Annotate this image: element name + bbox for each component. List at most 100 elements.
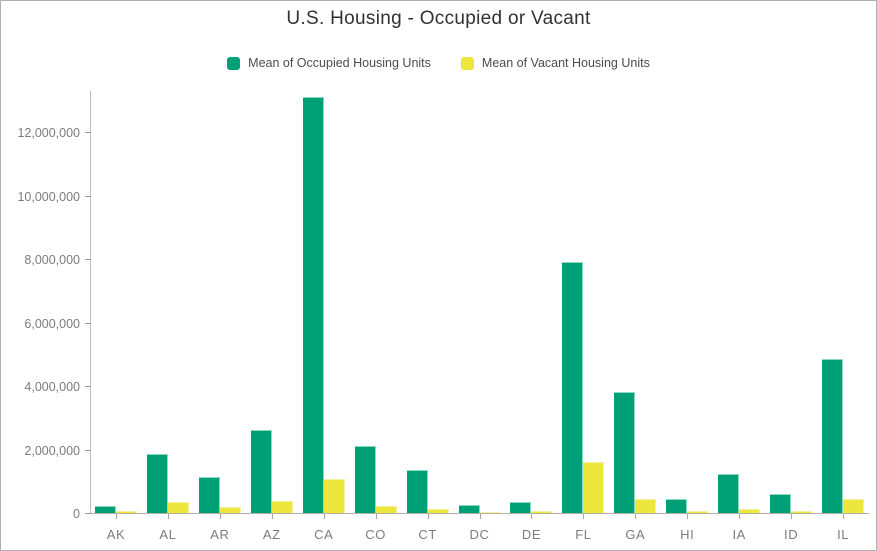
bar-occupied-il[interactable] (822, 359, 844, 513)
bar-group-ct (402, 91, 454, 519)
bar-group-az (246, 91, 298, 519)
bar-occupied-ca[interactable] (302, 97, 324, 513)
y-axis-tick (85, 386, 91, 387)
y-axis-tick-label: 8,000,000 (24, 253, 80, 267)
bar-vacant-de[interactable] (531, 511, 553, 513)
bar-vacant-ak[interactable] (115, 511, 137, 513)
bar-occupied-ar[interactable] (198, 477, 220, 513)
bar-group-ga (609, 91, 661, 519)
bar-group-ca (298, 91, 350, 519)
x-axis-tick (583, 514, 585, 519)
bar-occupied-dc[interactable] (458, 505, 480, 513)
bar-occupied-ia[interactable] (718, 474, 740, 513)
bar-vacant-fl[interactable] (583, 462, 605, 513)
x-axis-label-ak: AK (106, 527, 126, 542)
bar-vacant-id[interactable] (791, 511, 813, 513)
x-axis-label-ga: GA (625, 527, 646, 542)
bar-group-de (506, 91, 558, 519)
bar-occupied-ga[interactable] (614, 392, 636, 513)
plot-area (90, 91, 869, 519)
bar-group-il (817, 91, 869, 519)
x-axis-label-ia: IA (732, 527, 746, 542)
bar-vacant-co[interactable] (375, 506, 397, 513)
bar-occupied-az[interactable] (250, 430, 272, 513)
x-axis-tick (271, 514, 273, 519)
x-axis-tick (791, 514, 793, 519)
x-axis-label-az: AZ (262, 527, 281, 542)
x-axis-label-ar: AR (210, 527, 230, 542)
x-axis-tick (323, 514, 325, 519)
x-axis-label-ca: CA (314, 527, 334, 542)
x-axis-label-co: CO (365, 527, 386, 542)
bar-occupied-hi[interactable] (666, 499, 688, 513)
bar-occupied-id[interactable] (770, 494, 792, 513)
y-axis-tick-label: 4,000,000 (24, 380, 80, 394)
legend-label-occupied: Mean of Occupied Housing Units (248, 56, 431, 70)
bar-vacant-ar[interactable] (219, 507, 241, 513)
y-axis-tick (85, 195, 91, 197)
bar-occupied-al[interactable] (146, 454, 168, 513)
x-axis-tick (635, 514, 637, 519)
x-axis-tick (687, 514, 689, 519)
x-axis-tick (843, 514, 845, 519)
x-axis-label-de: DE (521, 527, 542, 542)
bar-vacant-dc[interactable] (479, 512, 501, 513)
x-axis-tick (115, 514, 117, 519)
x-axis-tick (739, 514, 741, 519)
bar-group-fl (557, 91, 609, 519)
x-axis-label-id: ID (784, 527, 799, 542)
bar-vacant-ia[interactable] (739, 509, 761, 513)
legend-item-occupied[interactable]: Mean of Occupied Housing Units (227, 56, 431, 70)
x-axis-label-hi: HI (680, 527, 695, 542)
bar-group-dc (454, 91, 506, 519)
bar-group-ak (90, 91, 142, 519)
bar-vacant-az[interactable] (271, 501, 293, 513)
x-axis-tick (219, 514, 221, 519)
bar-occupied-fl[interactable] (562, 262, 584, 513)
x-axis-label-il: IL (837, 527, 850, 542)
y-axis-tick-label: 0 (73, 507, 80, 521)
bar-group-id (765, 91, 817, 519)
x-axis-labels: AK AL AR AZ CA CO CT DC DE FL GA HI IA ID IL (90, 527, 869, 542)
bar-group-ar (194, 91, 246, 519)
x-axis-line (90, 513, 869, 514)
legend-swatch-vacant-icon (460, 56, 474, 70)
bar-occupied-ct[interactable] (406, 470, 428, 513)
bar-group-al (142, 91, 194, 519)
x-axis-label-al: AL (159, 527, 177, 542)
x-axis-tick (427, 514, 429, 519)
bar-group-hi (661, 91, 713, 519)
bar-vacant-il[interactable] (843, 499, 865, 513)
bar-vacant-ca[interactable] (323, 479, 345, 513)
y-axis-tick-label: 6,000,000 (24, 316, 80, 331)
bar-occupied-ak[interactable] (94, 506, 116, 513)
bar-occupied-co[interactable] (354, 446, 376, 513)
bar-vacant-ct[interactable] (427, 509, 449, 513)
legend-swatch-occupied-icon (227, 56, 241, 70)
legend-item-vacant[interactable]: Mean of Vacant Housing Units (460, 56, 650, 70)
x-axis-tick (167, 514, 169, 519)
y-axis-line (90, 91, 91, 513)
x-axis-tick (531, 514, 533, 519)
x-axis-label-ct: CT (418, 527, 437, 542)
legend-label-vacant: Mean of Vacant Housing Units (481, 56, 650, 70)
y-axis-tick (85, 449, 91, 451)
bar-groups (90, 91, 869, 519)
bar-group-ia (713, 91, 765, 519)
bar-group-co (350, 91, 402, 519)
y-axis-tick-label: 2,000,000 (24, 443, 80, 458)
bar-vacant-ga[interactable] (635, 499, 657, 513)
y-axis-tick-label: 12,000,000 (17, 126, 80, 140)
x-axis-label-dc: DC (469, 527, 490, 542)
y-axis-tick (85, 132, 91, 133)
chart-title: U.S. Housing - Occupied or Vacant (286, 8, 591, 29)
bar-vacant-hi[interactable] (687, 511, 709, 513)
y-axis-tick-label: 10,000,000 (17, 189, 80, 204)
x-axis-tick (375, 514, 377, 519)
bar-occupied-de[interactable] (510, 502, 532, 513)
y-axis-tick (85, 513, 91, 514)
legend: Mean of Occupied Housing Units Mean of V… (1, 56, 876, 70)
bar-vacant-al[interactable] (167, 502, 189, 513)
x-axis-label-fl: FL (575, 527, 592, 542)
